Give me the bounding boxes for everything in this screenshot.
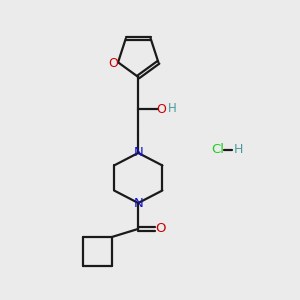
Text: N: N bbox=[133, 146, 143, 159]
Text: H: H bbox=[168, 102, 177, 115]
Text: O: O bbox=[156, 103, 166, 116]
Text: O: O bbox=[155, 222, 165, 236]
Text: H: H bbox=[234, 143, 244, 157]
Text: Cl: Cl bbox=[211, 143, 224, 157]
Text: N: N bbox=[133, 197, 143, 210]
Text: O: O bbox=[108, 57, 118, 70]
